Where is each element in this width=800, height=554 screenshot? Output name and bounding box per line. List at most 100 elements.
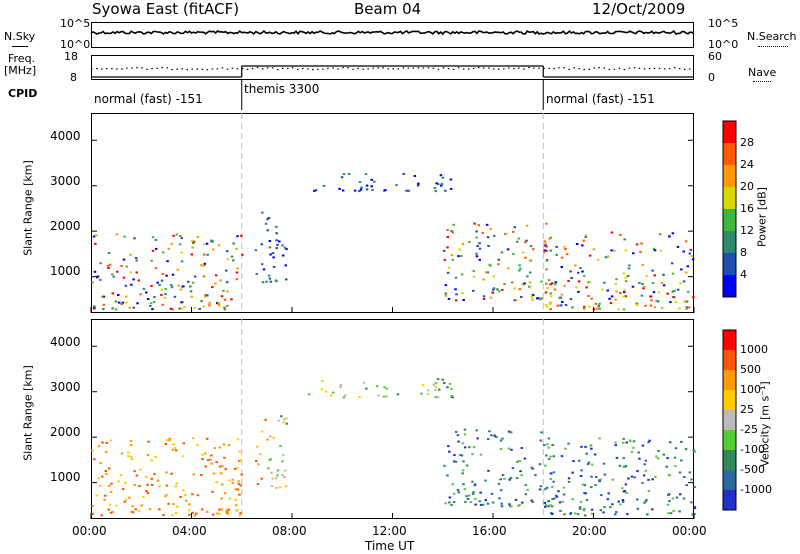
echo-cell bbox=[108, 263, 112, 266]
power-colorbar-swatch-7 bbox=[723, 121, 736, 143]
echo-cell bbox=[104, 470, 107, 472]
echo-cell bbox=[649, 304, 653, 307]
echo-cell bbox=[643, 501, 646, 504]
nave-dot bbox=[266, 67, 269, 69]
echo-cell bbox=[603, 506, 606, 509]
echo-cell bbox=[552, 455, 555, 458]
echo-cell bbox=[437, 183, 440, 186]
echo-cell bbox=[532, 294, 535, 297]
nave-dot bbox=[598, 67, 600, 69]
echo-cell bbox=[594, 302, 598, 305]
echo-cell bbox=[598, 302, 601, 305]
echo-cell bbox=[487, 245, 490, 247]
echo-cell bbox=[688, 252, 692, 255]
velocity-colorbar-tick: -25 bbox=[740, 423, 758, 436]
nave-dot bbox=[603, 67, 605, 69]
echo-cell bbox=[139, 468, 142, 471]
echo-cell bbox=[164, 293, 167, 296]
echo-cell bbox=[191, 246, 194, 249]
nave-dot bbox=[689, 68, 691, 70]
echo-cell bbox=[463, 488, 467, 491]
echo-cell bbox=[515, 477, 519, 480]
echo-cell bbox=[270, 471, 273, 474]
echo-cell bbox=[624, 483, 628, 486]
echo-cell bbox=[526, 275, 529, 278]
echo-cell bbox=[516, 460, 519, 463]
echo-cell bbox=[172, 503, 175, 506]
echo-cell bbox=[278, 486, 282, 489]
echo-cell bbox=[112, 275, 115, 278]
echo-cell bbox=[204, 294, 207, 297]
echo-cell bbox=[555, 253, 558, 256]
echo-cell bbox=[624, 249, 628, 252]
echo-cell bbox=[446, 229, 449, 231]
echo-cell bbox=[602, 462, 606, 465]
echo-cell bbox=[320, 388, 324, 391]
echo-cell bbox=[132, 278, 135, 281]
power-colorbar-swatch-2 bbox=[723, 231, 736, 253]
echo-cell bbox=[285, 248, 288, 250]
mode-label-1: normal (fast) -151 bbox=[94, 92, 203, 106]
echo-cell bbox=[644, 459, 648, 462]
echo-cell bbox=[442, 249, 446, 252]
xtick-4: 16:00 bbox=[472, 524, 507, 538]
echo-cell bbox=[671, 272, 675, 275]
echo-cell bbox=[544, 244, 547, 247]
echo-cell bbox=[285, 417, 288, 420]
echo-cell bbox=[682, 497, 686, 500]
echo-cell bbox=[208, 304, 211, 307]
echo-cell bbox=[569, 512, 573, 514]
echo-cell bbox=[645, 274, 648, 277]
nave-dot bbox=[106, 68, 108, 70]
echo-cell bbox=[656, 457, 660, 460]
nave-dot bbox=[176, 68, 178, 70]
echo-cell bbox=[282, 421, 285, 424]
echo-cell bbox=[175, 449, 178, 452]
echo-cell bbox=[560, 256, 564, 259]
nave-dot bbox=[96, 68, 98, 70]
echo-cell bbox=[154, 238, 158, 241]
echo-cell bbox=[521, 501, 524, 504]
echo-cell bbox=[471, 492, 475, 495]
echo-cell bbox=[203, 243, 206, 246]
echo-cell bbox=[669, 301, 672, 304]
echo-cell bbox=[474, 483, 477, 486]
echo-cell bbox=[693, 506, 696, 509]
echo-cell bbox=[596, 258, 600, 261]
echo-cell bbox=[615, 456, 619, 459]
echo-cell bbox=[485, 223, 489, 226]
echo-cell bbox=[497, 258, 500, 261]
echo-cell bbox=[562, 486, 566, 489]
echo-cell bbox=[284, 469, 287, 472]
echo-cell bbox=[221, 465, 224, 468]
echo-cell bbox=[226, 304, 229, 307]
echo-cell bbox=[226, 512, 230, 515]
echo-cell bbox=[180, 285, 184, 288]
echo-cell bbox=[370, 185, 373, 188]
echo-cell bbox=[236, 467, 239, 470]
nave-top-tick: 60 bbox=[708, 50, 722, 63]
velocity-colorbar-tick: 25 bbox=[740, 403, 754, 416]
echo-cell bbox=[475, 429, 478, 432]
echo-cell bbox=[594, 484, 597, 487]
echo-cell bbox=[446, 386, 449, 389]
echo-cell bbox=[567, 480, 571, 483]
echo-cell bbox=[421, 384, 425, 387]
echo-cell bbox=[196, 236, 200, 238]
nave-dot bbox=[377, 67, 379, 69]
nsky-legend-line bbox=[12, 46, 28, 47]
echo-cell bbox=[453, 454, 456, 457]
echo-cell bbox=[446, 474, 449, 477]
echo-cell bbox=[444, 502, 447, 505]
echo-cell bbox=[448, 382, 452, 385]
velocity-colorbar-frame bbox=[722, 329, 737, 511]
echo-cell bbox=[530, 466, 534, 469]
nsearch-top-tick: 10^5 bbox=[708, 17, 739, 30]
mode-label-2: themis 3300 bbox=[244, 82, 320, 96]
echo-cell bbox=[129, 440, 133, 443]
echo-cell bbox=[486, 502, 490, 505]
echo-cell bbox=[548, 237, 551, 240]
echo-cell bbox=[236, 267, 239, 270]
echo-cell bbox=[680, 268, 683, 271]
echo-cell bbox=[261, 211, 264, 214]
